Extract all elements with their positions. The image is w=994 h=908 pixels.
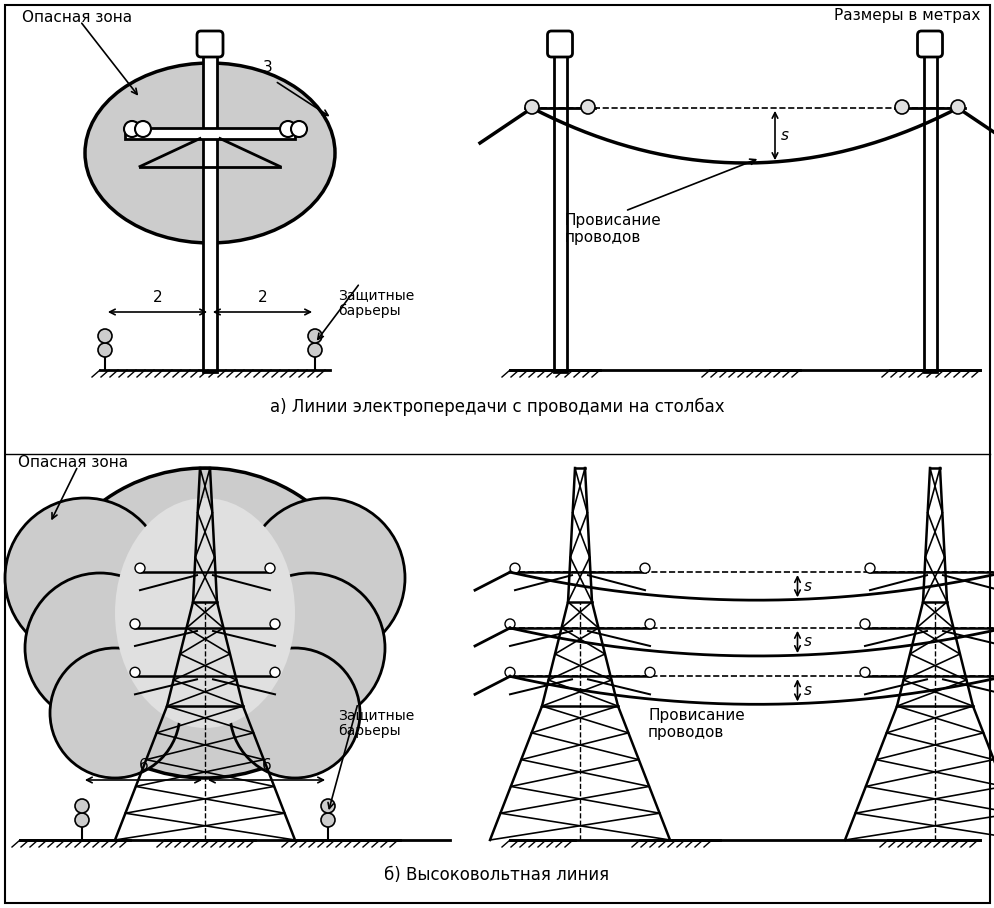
Circle shape [75,799,88,813]
Circle shape [235,573,385,723]
Circle shape [308,329,322,343]
Circle shape [950,100,964,114]
Text: 2: 2 [152,290,162,305]
Ellipse shape [40,468,370,778]
Circle shape [321,813,335,827]
Circle shape [580,100,594,114]
Circle shape [135,563,145,573]
Circle shape [130,619,140,629]
Circle shape [505,667,515,677]
Circle shape [864,563,874,573]
Circle shape [135,121,151,137]
Circle shape [279,121,295,137]
Bar [553,48,566,372]
Circle shape [5,498,165,658]
Text: s: s [803,683,811,698]
Circle shape [639,563,649,573]
Circle shape [269,667,279,677]
Text: s: s [803,578,811,594]
Ellipse shape [115,498,294,728]
Circle shape [75,813,88,827]
Text: Провисание
проводов: Провисание проводов [647,708,744,740]
FancyBboxPatch shape [916,31,941,57]
Ellipse shape [84,63,335,243]
Text: Опасная зона: Опасная зона [18,455,128,470]
Circle shape [859,619,869,629]
Circle shape [859,667,869,677]
Circle shape [97,343,112,357]
FancyBboxPatch shape [197,31,223,57]
Text: 3: 3 [262,60,272,75]
Text: Опасная зона: Опасная зона [22,10,132,25]
Circle shape [269,619,279,629]
Text: Защитные
барьеры: Защитные барьеры [338,288,414,319]
Circle shape [525,100,539,114]
Circle shape [264,563,274,573]
Circle shape [25,573,175,723]
Circle shape [308,343,322,357]
Text: s: s [803,635,811,649]
Circle shape [505,619,515,629]
Circle shape [510,563,520,573]
Circle shape [230,648,360,778]
Text: Провисание
проводов: Провисание проводов [565,213,661,245]
Circle shape [130,667,140,677]
Bar [922,48,935,372]
Circle shape [644,667,654,677]
Bar [203,48,217,372]
Text: 2: 2 [257,290,267,305]
Circle shape [321,799,335,813]
Text: Защитные
барьеры: Защитные барьеры [338,708,414,738]
Circle shape [894,100,909,114]
Circle shape [245,498,405,658]
Bar [125,127,294,139]
Text: а) Линии электропередачи с проводами на столбах: а) Линии электропередачи с проводами на … [269,398,724,416]
Circle shape [290,121,307,137]
Text: б) Высоковольтная линия: б) Высоковольтная линия [384,866,609,884]
Circle shape [124,121,140,137]
Circle shape [50,648,180,778]
Circle shape [644,619,654,629]
Text: s: s [780,128,788,143]
FancyBboxPatch shape [547,31,572,57]
Circle shape [97,329,112,343]
Text: 6: 6 [261,758,271,773]
Text: Размеры в метрах: Размеры в метрах [833,8,979,23]
Text: 6: 6 [138,758,148,773]
